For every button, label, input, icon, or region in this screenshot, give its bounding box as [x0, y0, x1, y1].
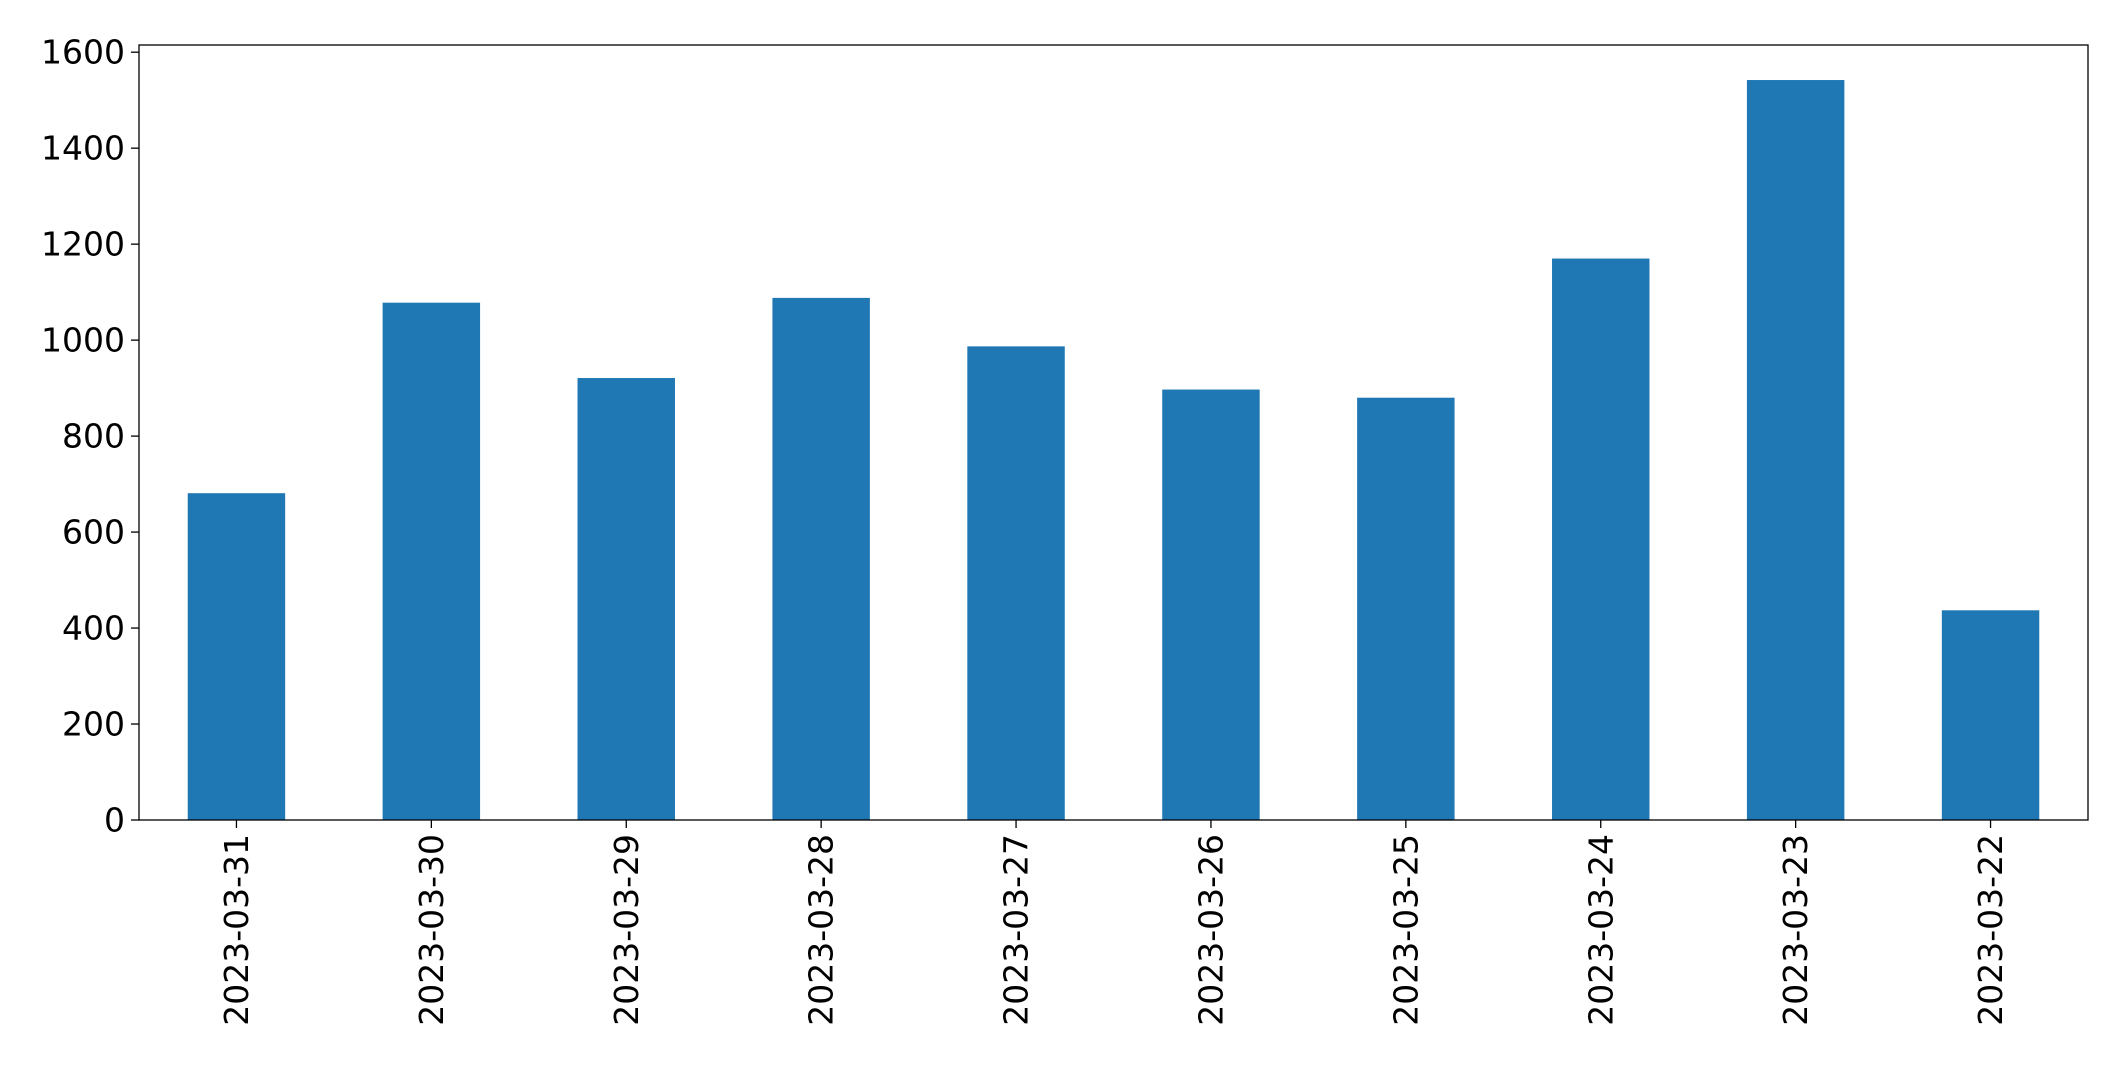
y-tick-label: 1000 [41, 321, 125, 360]
bar-2023-03-23 [1746, 80, 1845, 821]
bar-2023-03-29 [577, 378, 675, 820]
bar-2023-03-26 [1162, 389, 1260, 820]
x-tick-label: 2023-03-22 [1971, 834, 2010, 1026]
x-tick-label: 2023-03-30 [412, 834, 451, 1026]
x-tick-label: 2023-03-27 [997, 834, 1036, 1026]
x-tick-label: 2023-03-31 [217, 834, 256, 1026]
y-tick-label: 1200 [41, 225, 125, 264]
bar-2023-03-30 [382, 302, 481, 821]
y-tick-label: 1400 [41, 129, 125, 168]
bar-2023-03-27 [967, 346, 1065, 820]
y-tick-label: 0 [104, 801, 125, 840]
y-tick-label: 200 [62, 705, 125, 744]
x-tick-label: 2023-03-28 [802, 834, 841, 1026]
y-axis: 0 200 400 600 800 1000 1200 1400 1600 [41, 33, 139, 840]
y-tick-label: 600 [62, 513, 125, 552]
y-tick-label: 1600 [41, 33, 125, 72]
bars-layer [187, 80, 2040, 821]
bar-2023-03-25 [1357, 397, 1455, 820]
y-tick-label: 800 [62, 417, 125, 456]
x-tick-label: 2023-03-29 [607, 834, 646, 1026]
bar-2023-03-22 [1941, 610, 2040, 820]
x-axis: 2023-03-31 2023-03-30 2023-03-29 2023-03-28… [217, 820, 2010, 1026]
bar-2023-03-28 [772, 297, 870, 820]
y-tick-label: 400 [62, 609, 125, 648]
bar-2023-03-31 [187, 493, 286, 820]
plot-frame [138, 44, 2089, 821]
x-tick-label: 2023-03-23 [1776, 834, 1815, 1026]
x-tick-label: 2023-03-26 [1191, 834, 1230, 1026]
bar-2023-03-24 [1552, 258, 1650, 820]
x-tick-label: 2023-03-24 [1581, 834, 1620, 1026]
x-tick-label: 2023-03-25 [1386, 834, 1425, 1026]
